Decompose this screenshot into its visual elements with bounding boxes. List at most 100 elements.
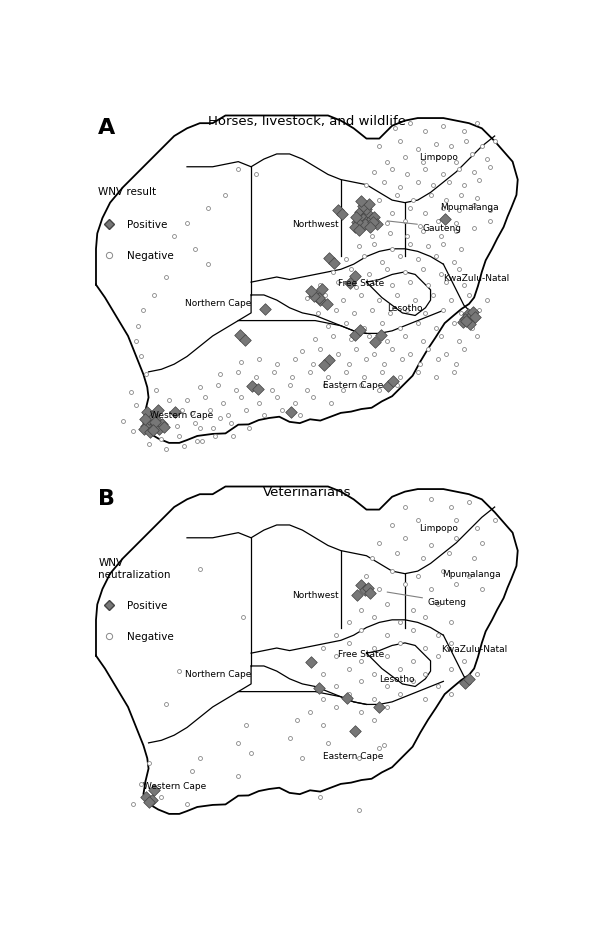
Point <box>148 424 158 438</box>
Point <box>374 140 384 155</box>
Point <box>144 756 154 771</box>
Point <box>371 336 380 350</box>
Point <box>395 636 404 651</box>
Point <box>356 603 366 617</box>
Point <box>161 697 171 712</box>
Point <box>418 552 428 566</box>
Point <box>362 215 371 230</box>
Point <box>260 302 270 317</box>
Point <box>317 282 326 297</box>
Point <box>356 195 366 210</box>
Point <box>449 316 458 331</box>
Point <box>421 610 430 625</box>
Point <box>431 137 440 152</box>
Point <box>236 390 245 405</box>
Point <box>413 175 422 190</box>
Point <box>388 207 397 222</box>
Point <box>308 358 317 373</box>
Point <box>272 358 281 373</box>
Point <box>423 342 433 357</box>
Point <box>318 667 328 681</box>
Point <box>395 181 404 196</box>
Point <box>413 365 422 380</box>
Point <box>367 229 376 244</box>
Point <box>144 437 154 451</box>
Point <box>147 419 157 434</box>
Point <box>145 425 155 440</box>
Point <box>341 365 351 380</box>
Point <box>350 328 360 343</box>
Point <box>458 315 467 330</box>
Point <box>235 328 244 343</box>
Point <box>392 546 402 561</box>
Point <box>459 342 469 357</box>
Text: Lesotho: Lesotho <box>387 304 422 313</box>
Point <box>354 222 364 237</box>
Point <box>370 692 379 707</box>
Point <box>461 314 471 329</box>
Point <box>329 256 339 271</box>
Point <box>356 378 366 393</box>
Point <box>463 308 473 323</box>
Point <box>382 700 392 715</box>
Point <box>352 281 361 296</box>
Point <box>363 580 373 595</box>
Point <box>436 229 446 244</box>
Point <box>311 289 321 304</box>
Text: A: A <box>98 118 116 138</box>
Point <box>421 306 430 321</box>
Point <box>477 536 487 551</box>
Point <box>344 661 353 676</box>
Point <box>459 674 469 689</box>
Point <box>405 347 415 362</box>
Point <box>359 210 369 225</box>
Point <box>285 730 295 745</box>
Point <box>153 403 163 418</box>
Point <box>147 409 157 424</box>
Text: Positive: Positive <box>127 601 167 610</box>
Point <box>383 379 393 394</box>
Point <box>334 347 343 362</box>
Point <box>161 442 171 457</box>
Point <box>433 597 443 612</box>
Point <box>355 205 365 220</box>
Point <box>170 405 180 420</box>
Text: Northern Cape: Northern Cape <box>185 298 251 308</box>
Point <box>195 751 205 766</box>
Point <box>362 352 371 367</box>
Point <box>272 390 281 405</box>
Point <box>400 329 410 344</box>
Point <box>150 415 160 430</box>
Point <box>446 140 456 155</box>
Point <box>431 370 440 385</box>
Point <box>477 140 487 155</box>
Point <box>364 329 374 344</box>
Text: Eastern Cape: Eastern Cape <box>323 381 384 389</box>
Point <box>374 582 384 597</box>
Point <box>441 194 451 209</box>
Point <box>403 229 412 244</box>
Point <box>382 262 392 277</box>
Point <box>392 288 402 303</box>
Point <box>241 403 251 418</box>
Point <box>472 667 482 681</box>
Point <box>211 429 220 444</box>
Point <box>382 155 392 170</box>
Point <box>314 680 324 695</box>
Point <box>195 380 205 395</box>
Point <box>388 518 397 533</box>
Point <box>362 569 371 584</box>
Point <box>316 790 325 805</box>
Point <box>388 163 397 178</box>
Point <box>433 679 443 694</box>
Point <box>338 293 348 308</box>
Point <box>460 676 470 691</box>
Text: Northern Cape: Northern Cape <box>185 669 251 679</box>
Point <box>405 201 415 216</box>
Text: Limpopo: Limpopo <box>419 524 458 532</box>
Point <box>400 531 410 546</box>
Point <box>403 303 412 318</box>
Point <box>309 289 319 304</box>
Point <box>205 403 215 418</box>
Point <box>352 342 361 357</box>
